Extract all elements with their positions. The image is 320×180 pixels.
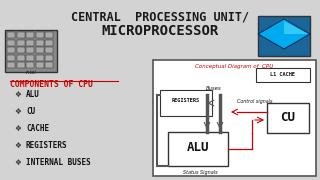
Bar <box>17 62 25 68</box>
Text: MICROPROCESSOR: MICROPROCESSOR <box>101 24 219 38</box>
Polygon shape <box>258 19 310 49</box>
Bar <box>26 55 34 60</box>
Bar <box>7 55 15 60</box>
Text: Status Signals: Status Signals <box>183 170 217 175</box>
FancyBboxPatch shape <box>258 16 310 56</box>
Bar <box>36 55 44 60</box>
Text: ❖: ❖ <box>15 141 21 150</box>
Bar <box>36 39 44 46</box>
Text: ❖: ❖ <box>15 158 21 167</box>
Bar <box>17 47 25 53</box>
Text: REGISTERS: REGISTERS <box>172 98 200 103</box>
Text: COMPONENTS OF CPU: COMPONENTS OF CPU <box>10 80 93 89</box>
Text: REGISTERS: REGISTERS <box>26 141 68 150</box>
FancyBboxPatch shape <box>267 103 309 133</box>
Text: L1 CACHE: L1 CACHE <box>270 71 295 76</box>
Polygon shape <box>284 21 308 34</box>
Text: Buses: Buses <box>206 86 222 91</box>
Text: Conceptual Diagram of  CPU: Conceptual Diagram of CPU <box>196 64 274 69</box>
Bar <box>36 47 44 53</box>
Bar <box>17 32 25 38</box>
Text: CU: CU <box>281 111 295 124</box>
Bar <box>45 62 53 68</box>
Text: ❖: ❖ <box>15 90 21 99</box>
Text: CENTRAL  PROCESSING UNIT/: CENTRAL PROCESSING UNIT/ <box>71 10 249 23</box>
Text: ALU: ALU <box>187 141 209 154</box>
Text: ❖: ❖ <box>15 124 21 133</box>
Bar <box>26 39 34 46</box>
Bar <box>26 47 34 53</box>
Text: INTERNAL BUSES: INTERNAL BUSES <box>26 158 91 167</box>
FancyBboxPatch shape <box>256 68 310 82</box>
Text: Control signals: Control signals <box>237 99 273 104</box>
Bar <box>26 32 34 38</box>
Bar <box>7 32 15 38</box>
Bar <box>36 32 44 38</box>
Text: CACHE: CACHE <box>26 124 49 133</box>
Bar <box>45 55 53 60</box>
Bar <box>17 55 25 60</box>
Text: ❖: ❖ <box>15 107 21 116</box>
FancyBboxPatch shape <box>5 30 57 72</box>
Bar <box>36 62 44 68</box>
Bar <box>45 39 53 46</box>
Bar <box>45 47 53 53</box>
FancyBboxPatch shape <box>168 132 228 166</box>
Bar <box>17 39 25 46</box>
Bar <box>26 62 34 68</box>
Text: CU: CU <box>26 107 35 116</box>
Text: intel: intel <box>26 70 36 75</box>
Bar <box>45 32 53 38</box>
FancyBboxPatch shape <box>160 90 212 116</box>
FancyBboxPatch shape <box>153 60 316 176</box>
Bar <box>7 62 15 68</box>
Text: ALU: ALU <box>26 90 40 99</box>
Bar <box>7 39 15 46</box>
Bar <box>7 47 15 53</box>
